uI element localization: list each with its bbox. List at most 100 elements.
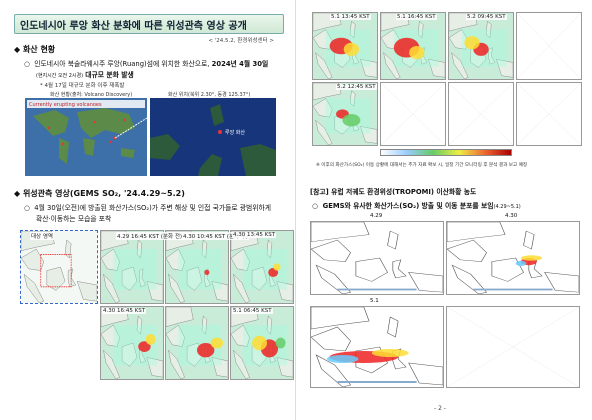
land xyxy=(315,354,352,387)
land xyxy=(231,324,250,347)
volcano-dots xyxy=(47,118,127,146)
land xyxy=(485,20,492,39)
land xyxy=(383,52,401,79)
land xyxy=(251,266,268,291)
panel-label: 5.1 16:45 KST xyxy=(396,14,437,20)
satellite-map xyxy=(230,306,294,380)
land xyxy=(121,266,138,291)
note: ※ 이후의 화산가스(SO₂) 이동 상황에 대해서는 추가 자료 확보 시, … xyxy=(316,163,528,168)
land xyxy=(447,239,487,262)
so2-plume xyxy=(371,349,409,357)
land xyxy=(64,239,72,259)
coastlines xyxy=(21,231,97,303)
cloud-mask xyxy=(113,249,157,290)
page-divider xyxy=(295,0,296,420)
colorbar xyxy=(337,288,417,291)
section-heading: ◆ 위성관측 영상(GEMS SO₂, '24.4.29~5.2) xyxy=(14,189,185,198)
land xyxy=(496,58,513,78)
inset-title: Currently erupting volcanoes xyxy=(29,102,102,108)
so2-plume xyxy=(326,355,359,363)
land xyxy=(201,239,208,259)
panel-label: 4.30 13:45 KST xyxy=(232,232,277,238)
so2-plume xyxy=(145,334,156,345)
land xyxy=(349,90,356,107)
so2-plume xyxy=(342,114,361,127)
bullet-range: (4.29~5.1) xyxy=(493,204,521,210)
satellite-map xyxy=(448,12,514,80)
land xyxy=(311,222,370,243)
land xyxy=(315,119,333,145)
so2-plume xyxy=(197,343,215,358)
land xyxy=(101,324,120,347)
bullet-line2: 대규모 분화 발생 xyxy=(85,71,134,79)
land xyxy=(355,257,388,282)
empty-panel xyxy=(446,306,580,388)
land xyxy=(150,104,276,176)
satellite-map xyxy=(380,12,446,80)
coastlines xyxy=(166,231,228,303)
bullet: ○ 4월 30일(오전)에 방출된 화산가스(SO₂)가 주변 해상 및 인접 … xyxy=(24,204,272,212)
land xyxy=(360,126,377,144)
land xyxy=(121,342,138,367)
so2-plume xyxy=(204,269,210,276)
land xyxy=(523,230,535,250)
title-box xyxy=(14,14,284,34)
so2-plume xyxy=(273,263,281,271)
map-image xyxy=(381,13,445,79)
map-image xyxy=(231,231,293,303)
land xyxy=(46,266,66,291)
volcano-label: 루앙 화산 xyxy=(225,129,245,136)
satellite-map xyxy=(100,306,164,380)
land xyxy=(447,222,506,243)
panel-title: 5.1 xyxy=(370,298,379,304)
land xyxy=(408,272,443,293)
so2-plume xyxy=(275,337,286,349)
land xyxy=(349,20,356,39)
land xyxy=(136,239,143,259)
land xyxy=(387,316,399,338)
coastlines xyxy=(447,222,579,294)
map-image xyxy=(313,83,377,145)
volcano-marker xyxy=(218,130,222,134)
land xyxy=(233,273,250,303)
map-image xyxy=(21,231,97,303)
bullet: ○ GEMS와 유사한 화산가스(SO₂) 방출 및 이동 분포를 보임(4.2… xyxy=(312,202,521,210)
land xyxy=(166,307,194,327)
land xyxy=(544,272,579,293)
land xyxy=(168,349,185,379)
cloud-mask xyxy=(243,249,287,290)
coastlines xyxy=(449,13,513,79)
world-map: Currently erupting volcanoes xyxy=(25,98,147,176)
cross-line xyxy=(381,83,445,145)
note: * 4월 17일 대규모 분화 이후 재폭발 xyxy=(40,83,125,89)
land xyxy=(136,315,143,335)
land xyxy=(211,281,228,302)
land xyxy=(103,349,120,379)
land xyxy=(488,47,496,65)
satellite-map xyxy=(230,230,294,304)
land xyxy=(146,357,163,378)
so2-plume xyxy=(343,42,360,56)
land xyxy=(491,257,524,282)
land xyxy=(315,264,352,294)
figure-caption: 화산 위치(북위 2.30°, 동경 125.37°) xyxy=(168,92,251,98)
cross xyxy=(447,307,579,387)
land xyxy=(313,83,342,101)
panel-title: 4.30 xyxy=(505,213,518,219)
map-image xyxy=(166,231,228,303)
region-label: 대상 영역 xyxy=(30,232,54,240)
coastlines xyxy=(311,307,443,387)
land xyxy=(408,362,443,386)
land xyxy=(67,268,76,288)
figure-caption: 화산 현황(출처: Volcano Discovery) xyxy=(50,92,133,98)
land xyxy=(103,273,120,303)
cross xyxy=(449,83,513,145)
cross xyxy=(517,83,581,145)
land xyxy=(186,266,203,291)
land xyxy=(139,268,146,288)
cloud-mask xyxy=(178,249,222,290)
land xyxy=(166,248,185,271)
bullet-line: (현지시간 오전 2시경) 대규모 분화 발생 xyxy=(36,69,134,79)
so2-plume xyxy=(210,337,224,349)
